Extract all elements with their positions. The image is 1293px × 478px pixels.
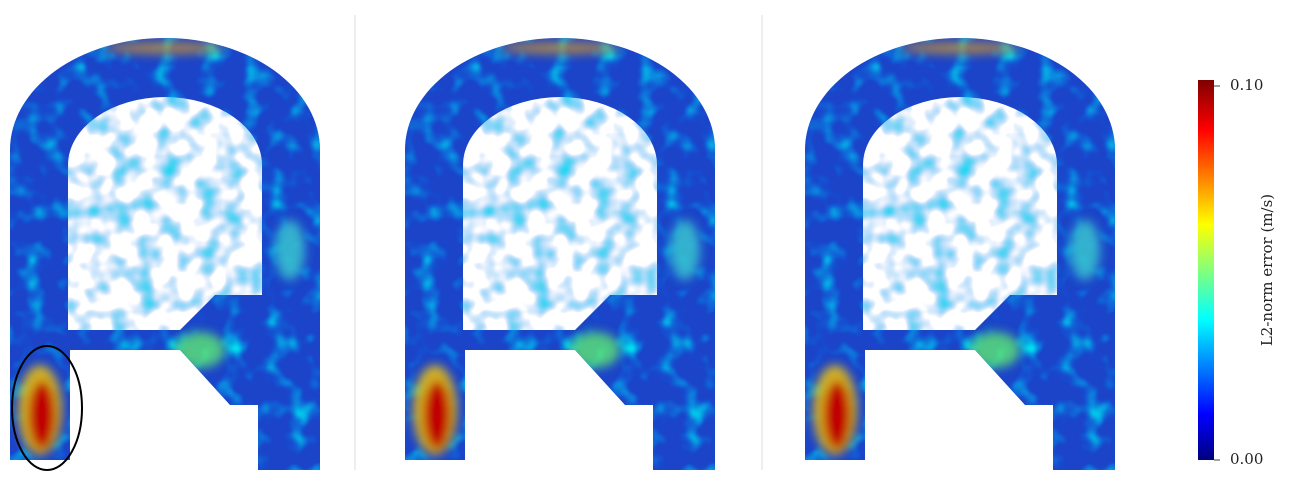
colorbar — [1198, 80, 1214, 460]
panel-2 — [395, 30, 725, 478]
panel-1 — [0, 30, 330, 478]
colorbar-label: L2-norm error (m/s) — [1258, 194, 1276, 346]
colorbar-tick-label: 0.00 — [1230, 450, 1263, 468]
colorbar-tick-label: 0.10 — [1230, 76, 1263, 94]
panel-3 — [795, 30, 1125, 478]
